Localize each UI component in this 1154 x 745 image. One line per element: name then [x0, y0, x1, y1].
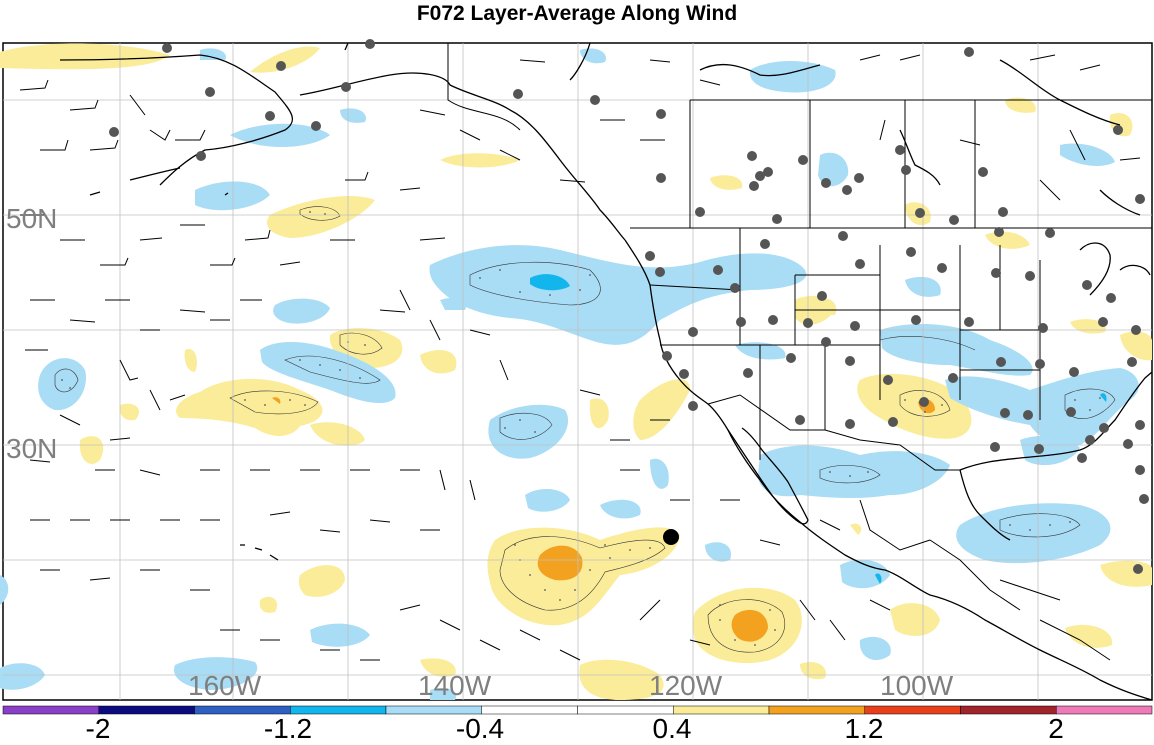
latitude-label-50n: 50N — [6, 203, 57, 234]
wind-barbs — [19, 54, 1141, 661]
colorbar-label-neg0-4: -0.4 — [455, 713, 505, 744]
colorbar-label-neg1-2: -1.2 — [263, 713, 313, 744]
colorbar-segment — [1056, 705, 1153, 715]
colorbar-segment — [960, 705, 1057, 715]
colorbar — [2, 705, 1153, 715]
colorbar-label-neg2: -2 — [85, 713, 111, 744]
colorbar-label-2: 2 — [1048, 713, 1064, 744]
colorbar-label-0-4: 0.4 — [652, 713, 692, 744]
chart-title: F072 Layer-Average Along Wind — [416, 2, 738, 25]
political-borders — [447, 43, 1152, 661]
longitude-label-100w: 100W — [880, 670, 954, 701]
colorbar-segment — [98, 705, 195, 715]
longitude-label-160w: 160W — [188, 670, 262, 701]
latitude-label-30n: 30N — [6, 433, 57, 464]
observation-stations — [109, 39, 1149, 574]
colorbar-label-1-2: 1.2 — [844, 713, 884, 744]
colorbar-segment — [2, 705, 99, 715]
longitude-label-120w: 120W — [649, 670, 723, 701]
target-location-marker — [663, 529, 679, 545]
significance-stippling — [61, 211, 1101, 646]
longitude-label-140w: 140W — [418, 670, 492, 701]
strong-negative-anomaly-regions — [530, 274, 1107, 584]
